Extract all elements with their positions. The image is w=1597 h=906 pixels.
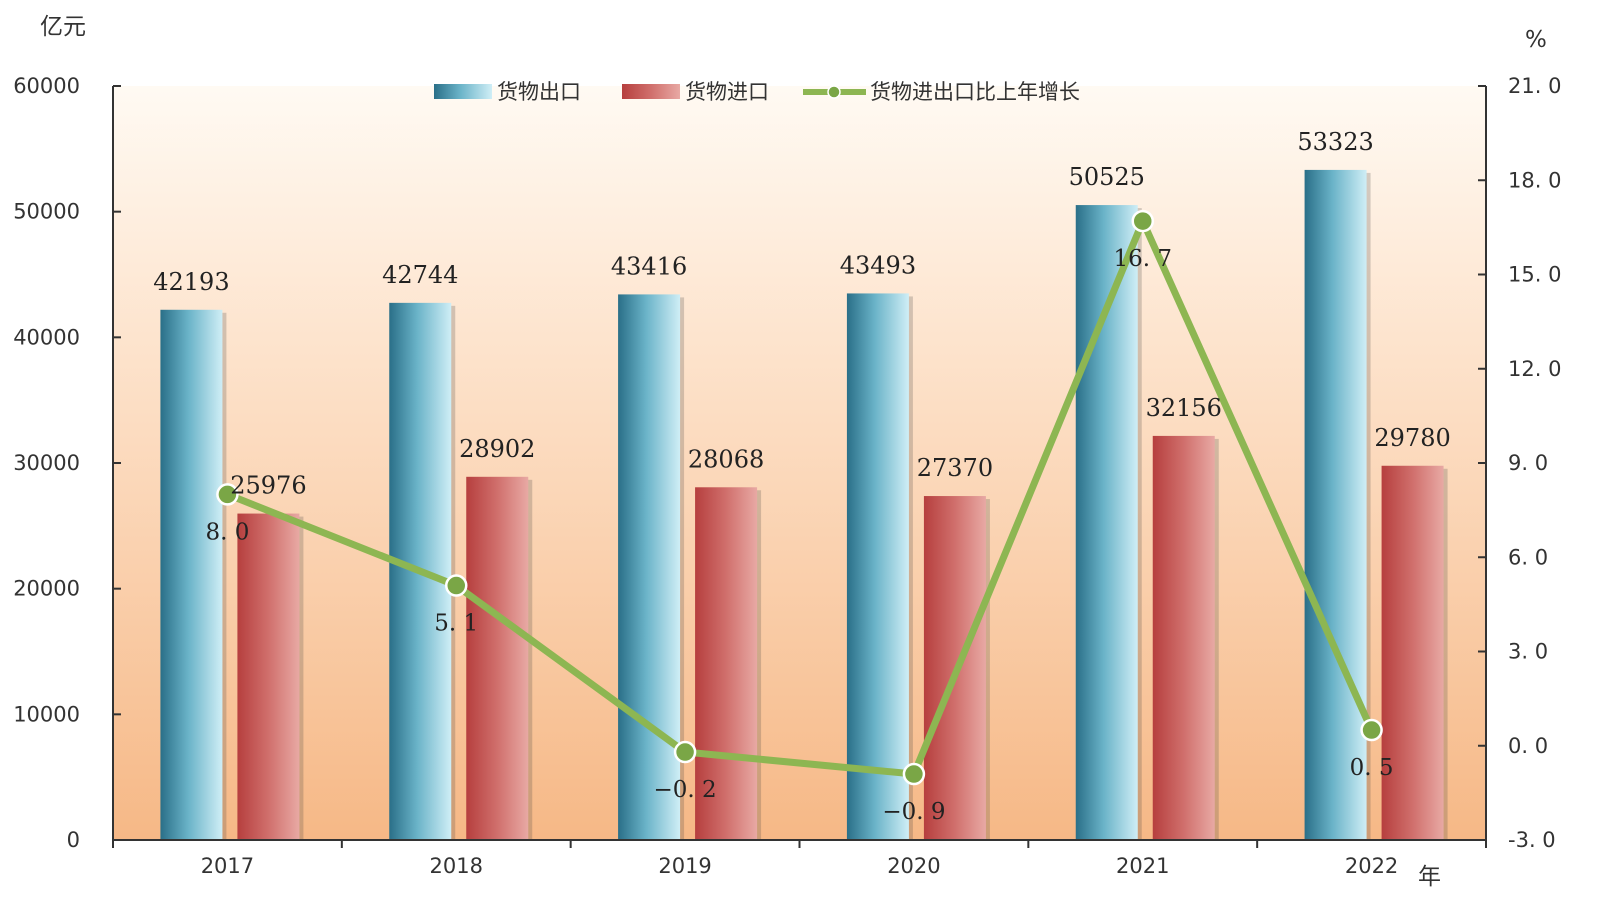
- left-tick-label: 0: [67, 828, 80, 852]
- left-axis-unit: 亿元: [40, 14, 86, 40]
- legend-growth-label: 货物进出口比上年增长: [870, 80, 1080, 104]
- axes-group: 0 10000 20000 30000 40000 50000 60000 -3. 0 0. 0…: [13, 74, 1561, 878]
- legend-import-swatch: [622, 84, 680, 99]
- legend-export-label: 货物出口: [497, 80, 581, 104]
- import-bar: [237, 513, 300, 840]
- growth-point: [673, 740, 697, 764]
- right-tick-label: 6. 0: [1508, 545, 1548, 569]
- import-value-label: 28068: [688, 445, 764, 473]
- x-axis-unit: 年: [1418, 864, 1441, 890]
- left-tick-label: 50000: [13, 200, 80, 224]
- export-bar: [846, 293, 909, 840]
- data-labels-group: 42193 25976 42744 28902 43416 28068 43493 27370…: [153, 128, 1451, 825]
- export-value-label: 42193: [153, 268, 229, 296]
- right-tick-label: 12. 0: [1508, 357, 1561, 381]
- export-value-label: 42744: [382, 261, 458, 289]
- import-value-label: 25976: [230, 472, 306, 500]
- import-value-label: 32156: [1146, 394, 1222, 422]
- growth-point: [216, 483, 239, 506]
- x-tick-label: 2019: [658, 854, 711, 878]
- growth-point: [1131, 209, 1154, 233]
- right-tick-label: 15. 0: [1508, 263, 1561, 287]
- export-value-label: 53323: [1297, 128, 1373, 156]
- bars-group: [160, 169, 1448, 841]
- right-tick-label: -3. 0: [1508, 828, 1556, 852]
- import-value-label: 29780: [1374, 424, 1450, 452]
- left-tick-label: 30000: [13, 451, 80, 475]
- x-tick-label: 2022: [1345, 854, 1398, 878]
- right-tick-label: 21. 0: [1508, 74, 1561, 98]
- growth-value-label: −0. 9: [882, 799, 945, 825]
- right-tick-label: 18. 0: [1508, 168, 1561, 192]
- right-tick-label: 0. 0: [1508, 734, 1548, 758]
- growth-value-label: 8. 0: [205, 519, 249, 545]
- growth-value-label: 5. 1: [434, 611, 478, 637]
- x-tick-label: 2021: [1116, 854, 1169, 878]
- legend-export-swatch: [434, 84, 492, 99]
- import-bar: [695, 487, 758, 840]
- growth-point: [902, 762, 926, 786]
- growth-point: [1360, 718, 1383, 742]
- growth-point: [445, 574, 468, 597]
- legend-growth-marker: [827, 85, 841, 99]
- right-tick-label: 9. 0: [1508, 451, 1548, 475]
- export-value-label: 43416: [611, 252, 687, 280]
- export-bar: [160, 309, 223, 840]
- right-axis-unit: %: [1525, 27, 1547, 53]
- import-bar: [1152, 435, 1215, 840]
- export-value-label: 43493: [840, 251, 916, 279]
- x-tick-label: 2018: [430, 854, 483, 878]
- x-tick-label: 2020: [887, 854, 940, 878]
- export-value-label: 50525: [1069, 163, 1145, 191]
- right-tick-label: 3. 0: [1508, 640, 1548, 664]
- import-value-label: 27370: [917, 454, 993, 482]
- left-tick-label: 60000: [13, 74, 80, 98]
- import-bar: [466, 476, 529, 840]
- import-bar: [1381, 465, 1444, 840]
- x-tick-label: 2017: [201, 854, 254, 878]
- legend-import-label: 货物进口: [685, 80, 769, 104]
- growth-value-label: 0. 5: [1350, 755, 1394, 781]
- plot-background: [113, 86, 1486, 840]
- growth-value-label: −0. 2: [653, 777, 716, 803]
- import-value-label: 28902: [459, 435, 535, 463]
- left-tick-label: 10000: [13, 702, 80, 726]
- left-tick-label: 40000: [13, 325, 80, 349]
- left-tick-label: 20000: [13, 577, 80, 601]
- growth-line: [226, 217, 1375, 778]
- growth-value-label: 16. 7: [1113, 246, 1172, 272]
- growth-line-group: [216, 209, 1383, 786]
- export-bar: [1304, 169, 1367, 840]
- legend: 货物出口 货物进口 货物进出口比上年增长: [434, 80, 1080, 104]
- export-bar: [618, 294, 681, 840]
